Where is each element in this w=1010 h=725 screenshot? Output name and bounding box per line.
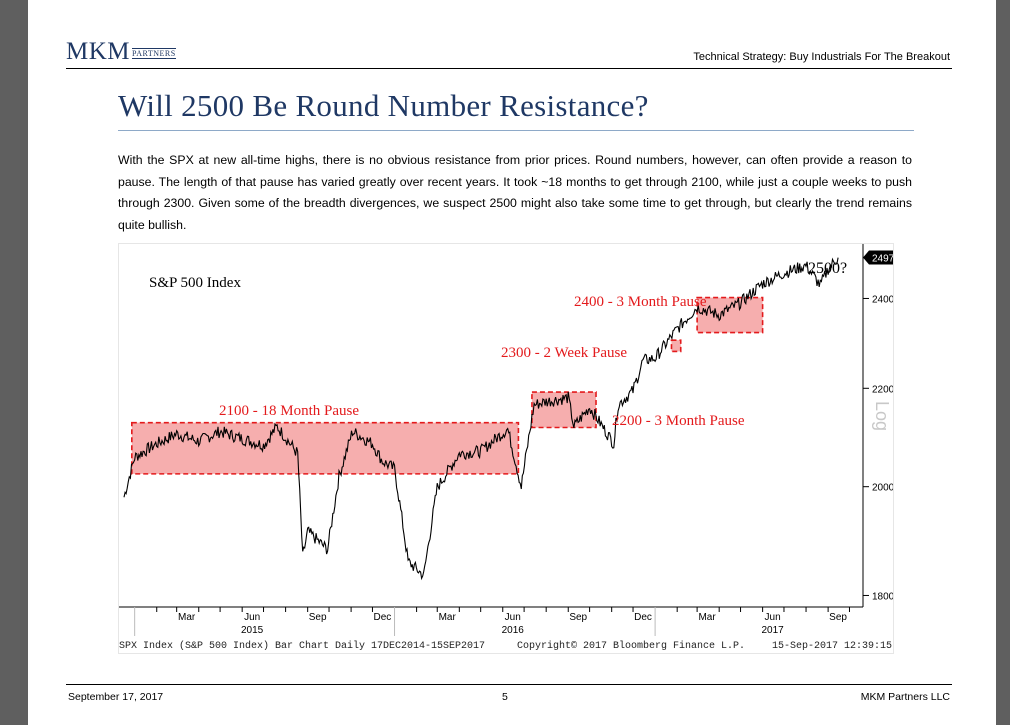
footer-company: MKM Partners LLC xyxy=(860,691,950,703)
logo-sub: PARTNERS xyxy=(132,48,176,59)
x-year-label: 2017 xyxy=(761,625,784,636)
pause-box-3 xyxy=(696,296,764,334)
target-label: 2500? xyxy=(808,260,847,277)
company-logo: MKM PARTNERS xyxy=(66,38,176,66)
spx-chart: S&P 500 Index 2100 - 18 Month Pause 2200 … xyxy=(118,243,920,654)
chart-footer-timestamp: 15-Sep-2017 12:39:15 xyxy=(772,641,892,652)
last-value-label: 2497.22 xyxy=(872,254,893,265)
footer-date: September 17, 2017 xyxy=(68,691,164,703)
x-year-label: 2015 xyxy=(241,625,264,636)
pause-label-3: 2400 - 3 Month Pause xyxy=(574,294,707,310)
x-tick-label: Jun xyxy=(244,612,260,623)
price-series-line xyxy=(123,257,839,581)
pause-label-2: 2300 - 2 Week Pause xyxy=(501,345,627,361)
body-paragraph: With the SPX at new all-time highs, ther… xyxy=(118,153,912,232)
chart-footer-source: SPX Index (S&P 500 Index) Bar Chart Dail… xyxy=(119,640,485,652)
y-axis-label: Log xyxy=(872,401,892,431)
x-tick-label: Jun xyxy=(505,612,521,623)
x-tick-label: Dec xyxy=(374,612,392,623)
y-tick-label: 2400 xyxy=(872,294,893,305)
chart-footer-copyright: Copyright© 2017 Bloomberg Finance L.P. xyxy=(517,640,745,652)
report-title: Technical Strategy: Buy Industrials For … xyxy=(693,51,950,63)
y-tick-label: 1800 xyxy=(872,591,893,602)
logo-main: MKM xyxy=(66,38,131,65)
chart-svg: S&P 500 Index 2100 - 18 Month Pause 2200 … xyxy=(119,244,920,653)
x-tick-label: Mar xyxy=(178,612,196,623)
y-tick-label: 2000 xyxy=(872,483,893,494)
x-year-label: 2016 xyxy=(502,625,525,636)
pause-label-0: 2100 - 18 Month Pause xyxy=(219,403,359,419)
x-tick-label: Dec xyxy=(634,612,652,623)
heading-divider xyxy=(118,130,914,131)
chart-title: S&P 500 Index xyxy=(149,275,241,291)
x-tick-label: Mar xyxy=(698,612,716,623)
pause-box-2 xyxy=(670,339,682,353)
report-page: MKM PARTNERS Technical Strategy: Buy Indu… xyxy=(28,0,996,725)
x-tick-label: Sep xyxy=(569,612,587,623)
x-tick-label: Sep xyxy=(309,612,327,623)
pause-box-0 xyxy=(131,421,520,475)
pause-label-1: 2200 - 3 Month Pause xyxy=(612,413,745,429)
x-tick-label: Mar xyxy=(439,612,457,623)
section-heading: Will 2500 Be Round Number Resistance? xyxy=(118,88,649,123)
x-tick-label: Sep xyxy=(829,612,847,623)
footer-page-number: 5 xyxy=(502,691,508,703)
footer-divider xyxy=(66,684,952,685)
x-tick-label: Jun xyxy=(765,612,781,623)
y-tick-label: 2200 xyxy=(872,384,893,395)
header-divider xyxy=(66,68,952,69)
